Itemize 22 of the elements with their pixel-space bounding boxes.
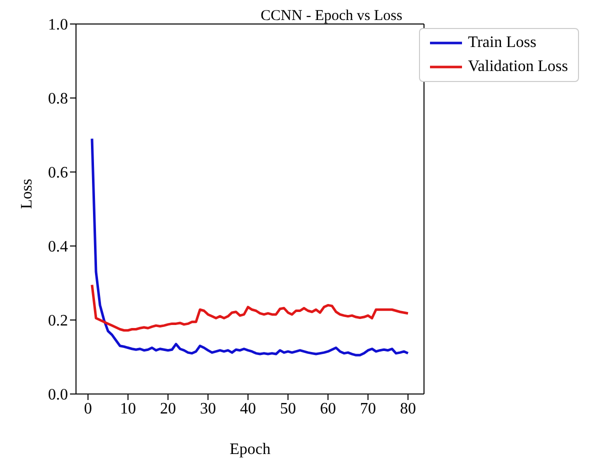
y-tick-label: 0.6 bbox=[48, 164, 68, 182]
y-tick-label: 0.2 bbox=[48, 312, 68, 330]
x-axis-title: Epoch bbox=[230, 441, 270, 458]
x-tick-label: 30 bbox=[200, 400, 216, 418]
x-tick-label: 0 bbox=[84, 400, 92, 418]
x-tick-label: 10 bbox=[120, 400, 136, 418]
chart-title: CCNN - Epoch vs Loss bbox=[260, 8, 402, 24]
y-tick-label: 0.0 bbox=[48, 386, 68, 404]
line-series bbox=[90, 137, 410, 356]
x-tick-label: 50 bbox=[280, 400, 296, 418]
y-tick-label: 1.0 bbox=[48, 16, 68, 34]
legend-label: Validation Loss bbox=[468, 57, 568, 77]
x-tick-label: 70 bbox=[360, 400, 376, 418]
y-tick-label: 0.8 bbox=[48, 90, 68, 108]
x-tick-label: 60 bbox=[320, 400, 336, 418]
x-tick-label: 40 bbox=[240, 400, 256, 418]
x-tick-label: 20 bbox=[160, 400, 176, 418]
x-tick-label: 80 bbox=[400, 400, 416, 418]
line-series bbox=[90, 284, 410, 332]
y-axis-title: Loss bbox=[18, 178, 36, 209]
legend-label: Train Loss bbox=[468, 33, 536, 53]
y-tick-label: 0.4 bbox=[48, 238, 68, 256]
